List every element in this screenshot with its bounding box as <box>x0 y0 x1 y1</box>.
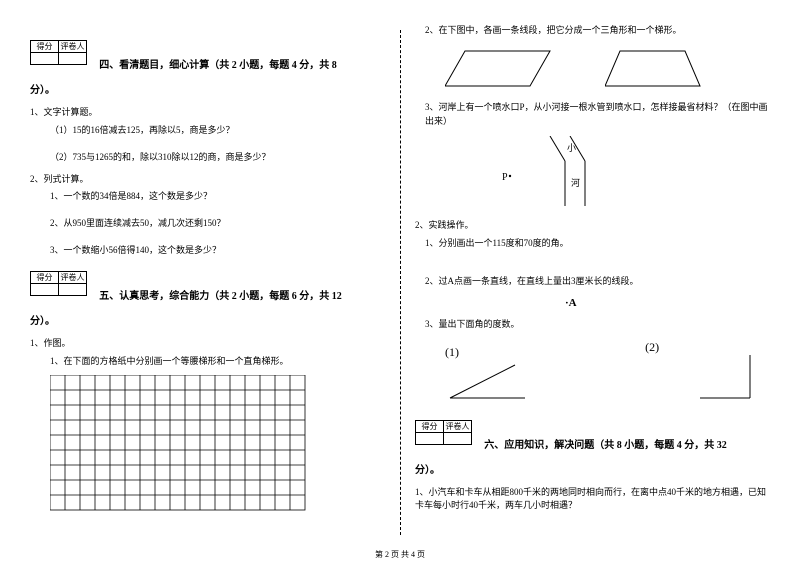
section-6-title: 六、应用知识，解决问题（共 8 小题，每题 4 分，共 32 <box>484 440 727 451</box>
section-4-title-cont: 分）。 <box>30 81 385 96</box>
score-label: 得分 <box>416 420 444 432</box>
s4-q2b: 2、从950里面连续减去50，减几次还剩150？ <box>50 216 385 229</box>
section-6-title-cont: 分）。 <box>415 461 770 476</box>
river-label-1: 小 <box>567 143 576 153</box>
right-column: 2、在下图中，各画一条线段，把它分成一个三角形和一个梯形。 3、河岸上有一个喷水… <box>400 20 770 540</box>
score-cell <box>31 53 59 65</box>
river-figure: 小 河 P <box>485 136 625 206</box>
trapezoid-figure <box>605 46 705 91</box>
left-column: 得分 评卷人 四、看清题目，细心计算（共 2 小题，每题 4 分，共 8 分）。… <box>30 20 400 540</box>
page-footer: 第 2 页 共 4 页 <box>0 549 800 560</box>
column-divider <box>400 30 401 535</box>
angle-1-group: (1) <box>445 345 545 400</box>
angle-2-group: (2) <box>645 340 770 400</box>
s5-q3r: 3、河岸上有一个喷水口P，从小河接一根水管到喷水口，怎样接最省材料？（在图中画出… <box>425 101 770 128</box>
s4-q2a: 1、一个数的34倍是884，这个数是多少？ <box>50 189 385 202</box>
shape-row <box>445 46 770 91</box>
s5-q2: 2、实践操作。 <box>415 219 770 233</box>
section-5-header: 得分 评卷人 五、认真思考，综合能力（共 2 小题，每题 6 分，共 12 <box>30 271 385 302</box>
s4-q2c: 3、一个数缩小56倍得140，这个数是多少？ <box>50 243 385 256</box>
score-cell <box>31 284 59 296</box>
s5-q2a: 1、分别画出一个115度和70度的角。 <box>425 236 770 249</box>
page-container: 得分 评卷人 四、看清题目，细心计算（共 2 小题，每题 4 分，共 8 分）。… <box>0 0 800 540</box>
score-box-6: 得分 评卷人 <box>415 420 472 445</box>
s5-q1: 1、作图。 <box>30 337 385 351</box>
s6-q1: 1、小汽车和卡车从相距800千米的两地同时相向而行，在离中点40千米的地方相遇，… <box>415 486 770 513</box>
score-box-5: 得分 评卷人 <box>30 271 87 296</box>
grader-label: 评卷人 <box>444 420 472 432</box>
s5-q2b: 2、过A点画一条直线，在直线上量出3厘米长的线段。 <box>425 274 770 287</box>
score-label: 得分 <box>31 41 59 53</box>
grid-figure <box>50 375 310 515</box>
s4-q1: 1、文字计算题。 <box>30 106 385 120</box>
parallelogram-figure <box>445 46 555 91</box>
s5-q2r: 2、在下图中，各画一条线段，把它分成一个三角形和一个梯形。 <box>425 23 770 36</box>
score-box: 得分 评卷人 <box>30 40 87 65</box>
score-label: 得分 <box>31 272 59 284</box>
grader-cell <box>444 432 472 444</box>
grader-label: 评卷人 <box>59 41 87 53</box>
river-label-2: 河 <box>571 177 580 188</box>
s4-q1b: （2）735与1265的和，除以310除以12的商，商是多少？ <box>50 150 385 163</box>
point-p-label: P <box>502 172 508 183</box>
s4-q2: 2、列式计算。 <box>30 173 385 187</box>
grader-label: 评卷人 <box>59 272 87 284</box>
section-4-title: 四、看清题目，细心计算（共 2 小题，每题 4 分，共 8 <box>99 60 337 71</box>
score-cell <box>416 432 444 444</box>
section-6-header: 得分 评卷人 六、应用知识，解决问题（共 8 小题，每题 4 分，共 32 <box>415 420 770 451</box>
angle-2-label: (2) <box>645 340 659 354</box>
section-5-title-cont: 分）。 <box>30 312 385 327</box>
section-5-title: 五、认真思考，综合能力（共 2 小题，每题 6 分，共 12 <box>99 291 342 302</box>
angle-row: (1) (2) <box>445 340 770 400</box>
section-4-header: 得分 评卷人 四、看清题目，细心计算（共 2 小题，每题 4 分，共 8 <box>30 40 385 71</box>
s4-q1a: （1）15的16倍减去125，再除以5，商是多少？ <box>50 123 385 136</box>
grader-cell <box>59 53 87 65</box>
angle-1-label: (1) <box>445 345 459 359</box>
s5-q1a: 1、在下面的方格纸中分别画一个等腰梯形和一个直角梯形。 <box>50 354 385 367</box>
s5-q2c: 3、量出下面角的度数。 <box>425 317 770 330</box>
point-a: ·A <box>565 297 770 309</box>
angle-1-figure <box>445 360 530 400</box>
grader-cell <box>59 284 87 296</box>
angle-2-figure <box>695 355 755 400</box>
